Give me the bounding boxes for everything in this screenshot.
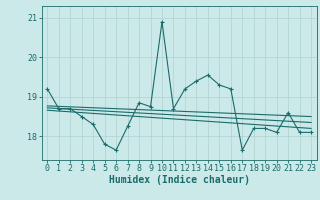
X-axis label: Humidex (Indice chaleur): Humidex (Indice chaleur): [109, 175, 250, 185]
